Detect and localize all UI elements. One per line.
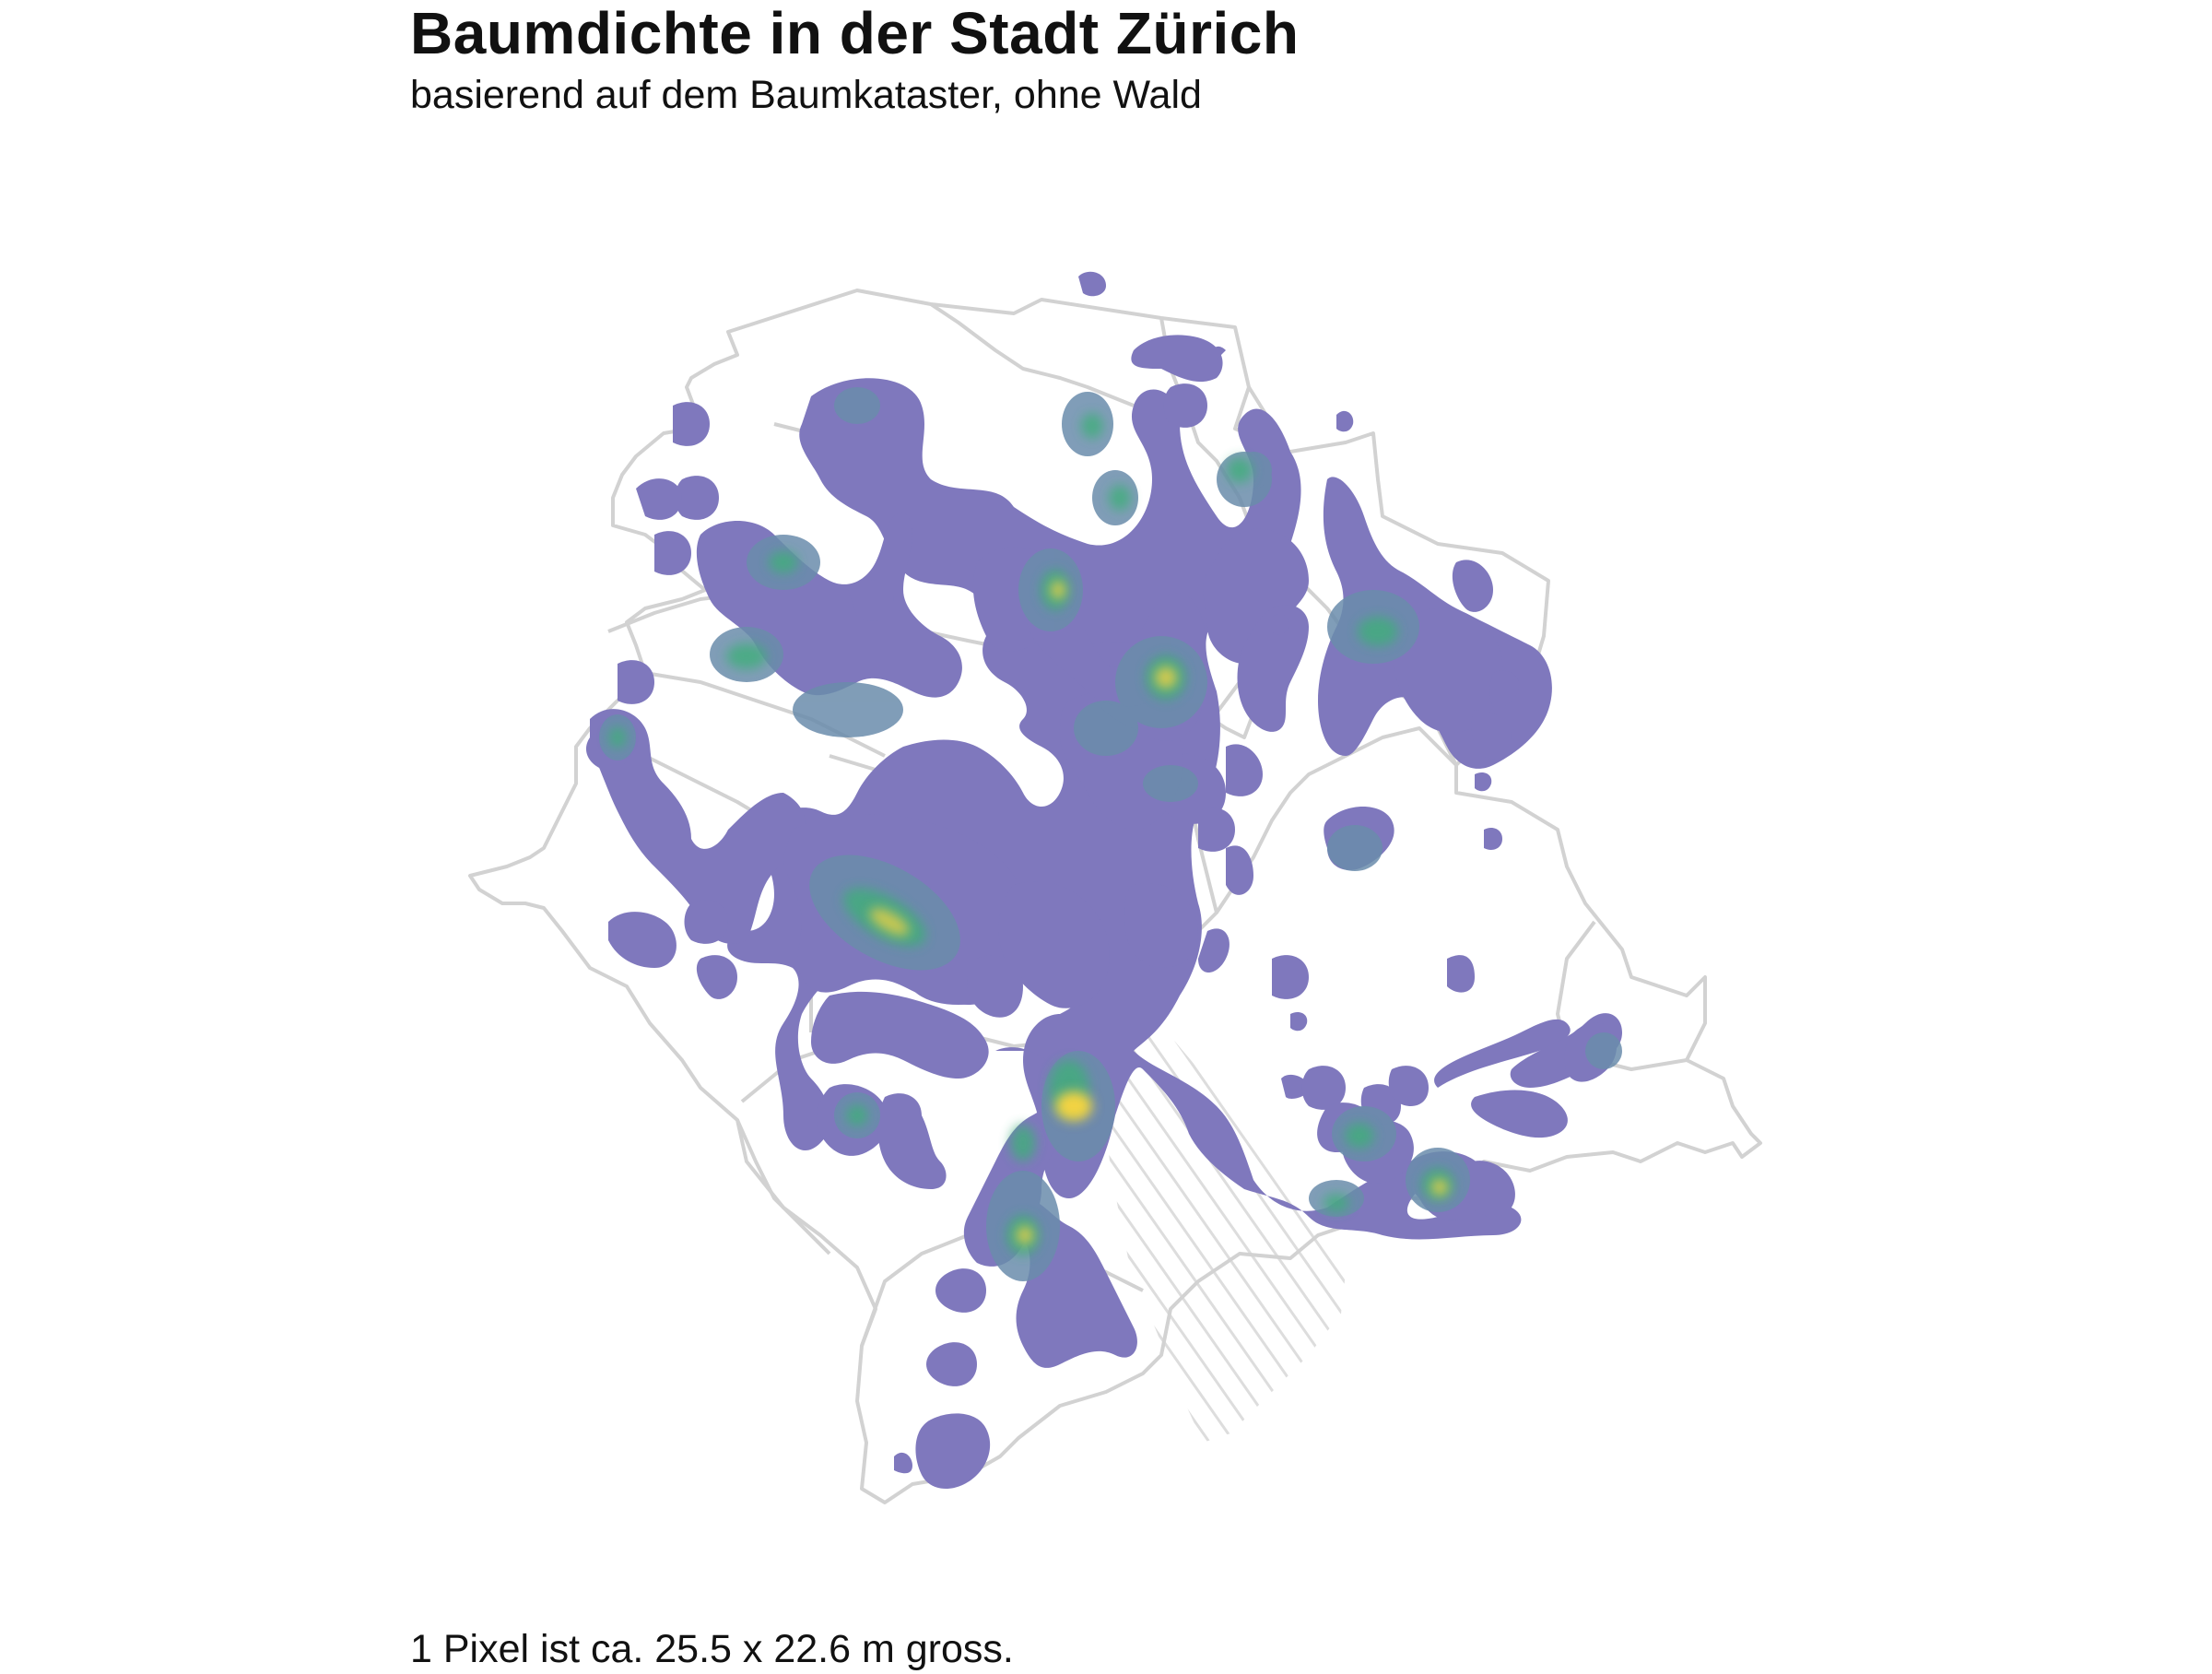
map-subtitle: basierend auf dem Baumkataster, ohne Wal…	[410, 73, 1202, 117]
density-low	[585, 271, 1622, 1489]
density-peak	[869, 581, 1448, 1244]
pixel-scale-caption: 1 Pixel ist ca. 25.5 x 22.6 m gross.	[410, 1627, 1014, 1671]
map-title: Baumdichte in der Stadt Zürich	[410, 0, 1300, 66]
density-layer	[585, 271, 1622, 1489]
